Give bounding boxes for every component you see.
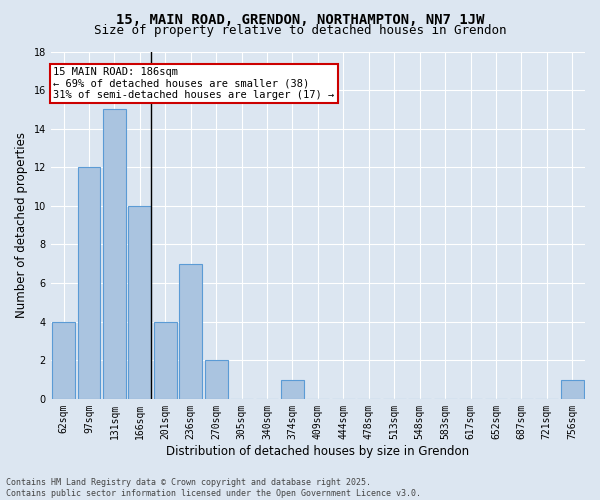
Y-axis label: Number of detached properties: Number of detached properties — [15, 132, 28, 318]
Bar — [281, 380, 304, 399]
Text: Contains HM Land Registry data © Crown copyright and database right 2025.
Contai: Contains HM Land Registry data © Crown c… — [6, 478, 421, 498]
Text: 15 MAIN ROAD: 186sqm
← 69% of detached houses are smaller (38)
31% of semi-detac: 15 MAIN ROAD: 186sqm ← 69% of detached h… — [53, 67, 335, 100]
X-axis label: Distribution of detached houses by size in Grendon: Distribution of detached houses by size … — [166, 444, 469, 458]
Bar — [103, 110, 126, 399]
Bar — [205, 360, 227, 399]
Bar — [52, 322, 75, 399]
Bar — [561, 380, 584, 399]
Text: 15, MAIN ROAD, GRENDON, NORTHAMPTON, NN7 1JW: 15, MAIN ROAD, GRENDON, NORTHAMPTON, NN7… — [116, 12, 484, 26]
Bar — [154, 322, 177, 399]
Bar — [77, 168, 100, 399]
Bar — [128, 206, 151, 399]
Text: Size of property relative to detached houses in Grendon: Size of property relative to detached ho… — [94, 24, 506, 37]
Bar — [179, 264, 202, 399]
